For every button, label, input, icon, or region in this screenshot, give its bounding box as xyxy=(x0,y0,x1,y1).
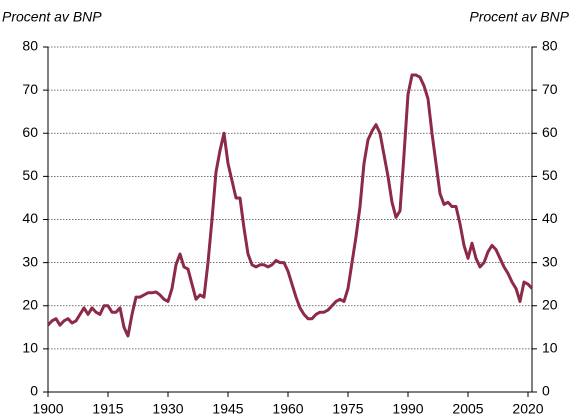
y-axis-title: Procent av BNP xyxy=(2,9,102,25)
y-tick-label: 70 xyxy=(22,81,38,97)
x-tick-label: 1945 xyxy=(212,401,243,417)
x-tick-label: 1930 xyxy=(152,401,183,417)
x-tick-label: 2005 xyxy=(452,401,483,417)
y-tick-label: 50 xyxy=(22,167,38,183)
y2-tick-label: 0 xyxy=(542,383,550,399)
y2-tick-label: 40 xyxy=(542,210,558,226)
x-tick-label: 1900 xyxy=(32,401,63,417)
x-tick-label: 2020 xyxy=(512,401,543,417)
line xyxy=(46,73,534,338)
y2-tick-label: 20 xyxy=(542,296,558,312)
y2-tick-label: 50 xyxy=(542,167,558,183)
x-tick-label: 1960 xyxy=(272,401,303,417)
x-tick-label: 1975 xyxy=(332,401,363,417)
y-tick-label: 40 xyxy=(22,210,38,226)
y-tick-label: 30 xyxy=(22,253,38,269)
y2-tick-label: 30 xyxy=(542,253,558,269)
y2-tick-label: 60 xyxy=(542,124,558,140)
y2-axis-title: Procent av BNP xyxy=(469,9,569,25)
x-tick-label: 1990 xyxy=(392,401,423,417)
y2-tick-label: 10 xyxy=(542,340,558,356)
y-tick-label: 0 xyxy=(30,383,38,399)
y-tick-label: 80 xyxy=(22,38,38,54)
y-tick-label: 20 xyxy=(22,296,38,312)
y-tick-label: 10 xyxy=(22,340,38,356)
y2-tick-label: 70 xyxy=(542,81,558,97)
y-tick-label: 60 xyxy=(22,124,38,140)
x-tick-label: 1915 xyxy=(92,401,123,417)
y2-tick-label: 80 xyxy=(542,38,558,54)
